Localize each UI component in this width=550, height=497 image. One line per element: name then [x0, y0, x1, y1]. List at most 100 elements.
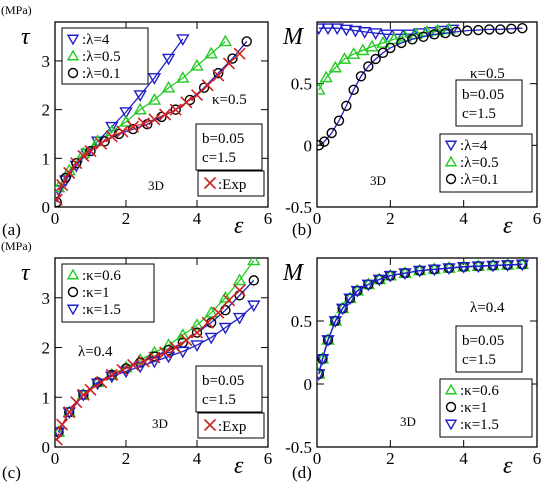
- data-point: [180, 96, 193, 109]
- data-point: [55, 196, 62, 207]
- data-point: [77, 149, 90, 162]
- data-point: [56, 179, 69, 192]
- data-point: [350, 285, 365, 298]
- data-point: [212, 306, 225, 319]
- data-point: [161, 53, 176, 66]
- data-point: [137, 117, 150, 130]
- legend-label: :λ=0.5: [460, 155, 499, 171]
- data-point: [348, 84, 359, 96]
- param-text: b=0.05: [202, 373, 244, 389]
- data-point: [56, 418, 69, 431]
- data-point: [500, 260, 515, 272]
- data-point: [85, 145, 96, 157]
- data-point: [486, 260, 500, 273]
- x-tick-label: 6: [264, 209, 273, 228]
- data-point: [326, 127, 337, 139]
- data-point: [379, 29, 394, 42]
- y-tick-label: 0: [304, 136, 313, 155]
- data-point: [515, 259, 530, 272]
- param-text: c=1.5: [202, 150, 236, 166]
- data-point: [330, 23, 344, 36]
- data-point: [484, 24, 495, 35]
- data-point: [339, 24, 354, 37]
- data-point: [517, 22, 528, 34]
- plot-frame: [316, 21, 538, 208]
- plot-frame: [54, 21, 269, 208]
- data-point: [127, 120, 140, 133]
- data-point: [63, 166, 76, 179]
- data-point: [161, 80, 176, 93]
- data-point: [387, 32, 401, 45]
- data-point: [190, 340, 204, 352]
- data-point: [133, 102, 147, 115]
- y-axis-title: M: [282, 24, 305, 50]
- data-point: [333, 115, 345, 126]
- data-point: [213, 67, 224, 79]
- legend-label: :λ=0.5: [82, 49, 121, 65]
- y-tick-label: 1: [42, 388, 51, 407]
- legend-marker: [445, 401, 457, 413]
- y-tick-label: -0.5: [285, 438, 312, 457]
- y-tick-label: 3: [42, 289, 51, 308]
- data-point: [84, 144, 97, 158]
- param-note: κ=0.5: [212, 92, 247, 108]
- data-point: [204, 305, 218, 318]
- x-axis-title: ε: [234, 213, 244, 239]
- data-point: [317, 23, 326, 36]
- param-box: [455, 79, 523, 127]
- data-point: [495, 24, 506, 35]
- data-point: [55, 433, 63, 446]
- y-tick-label: 3: [42, 52, 51, 71]
- x-tick-label: 4: [193, 209, 202, 228]
- legend-marker: [67, 286, 79, 298]
- x-tick-label: 4: [459, 449, 468, 468]
- legend-marker: [203, 176, 217, 190]
- data-point: [398, 268, 412, 281]
- y-tick-label: 0: [42, 438, 51, 457]
- data-point: [127, 358, 140, 371]
- data-point: [376, 36, 390, 48]
- legend-label: :κ=1.5: [82, 302, 121, 318]
- data-point: [247, 300, 261, 313]
- data-point: [506, 23, 517, 34]
- data-point: [247, 258, 261, 266]
- data-point: [198, 82, 210, 93]
- data-point: [212, 69, 225, 82]
- legend-label: :λ=0.1: [82, 66, 121, 82]
- data-point: [148, 351, 161, 364]
- data-point: [361, 279, 376, 292]
- y-tick-label: 2: [42, 339, 51, 358]
- param-box: [195, 123, 263, 171]
- plot-frame: [54, 257, 269, 448]
- panel-label: (c): [2, 463, 21, 482]
- legend-marker: [66, 304, 80, 316]
- legend-marker: [67, 67, 79, 79]
- data-point: [427, 264, 442, 277]
- legend-label: :λ=0.1: [460, 172, 499, 188]
- y-axis-unit: (MPa): [1, 239, 32, 253]
- legend: :κ=0.6:κ=1:κ=1.5: [61, 263, 155, 323]
- dimension-label: 3D: [400, 414, 416, 429]
- data-point: [169, 103, 182, 116]
- data-point: [385, 42, 396, 54]
- data-point: [248, 275, 260, 286]
- data-point: [201, 316, 214, 329]
- data-point: [133, 90, 147, 102]
- series-line: [318, 263, 523, 375]
- y-tick-label: 0.5: [291, 75, 312, 94]
- data-point: [383, 270, 398, 283]
- x-tick-label: 0: [313, 449, 322, 468]
- y-axis-unit: (MPa): [1, 3, 32, 17]
- dimension-label: 3D: [152, 416, 168, 431]
- data-point: [191, 327, 203, 338]
- data-point: [84, 383, 97, 396]
- data-point: [456, 261, 471, 274]
- x-axis-title: ε: [503, 453, 513, 479]
- legend-label: :Exp: [218, 177, 246, 193]
- data-point: [190, 318, 204, 330]
- data-point: [412, 265, 427, 278]
- legend-label: :λ=4: [460, 138, 488, 154]
- data-point: [184, 94, 196, 106]
- legend-label: :κ=1: [82, 285, 110, 301]
- y-tick-label: 0: [42, 198, 51, 217]
